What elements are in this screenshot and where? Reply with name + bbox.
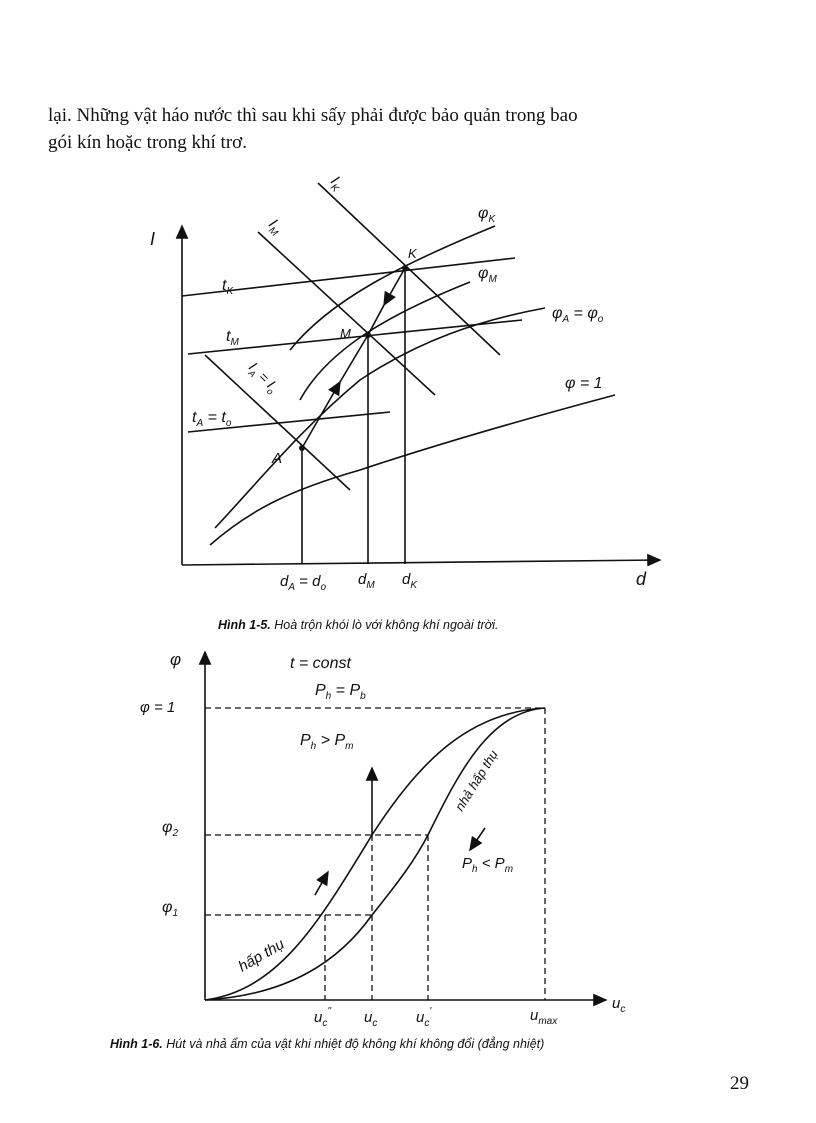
label-phiM: φM: [478, 265, 497, 285]
point-A: [299, 445, 305, 451]
label-dM: dM: [358, 571, 375, 591]
absorb-arrow: [314, 870, 329, 896]
label-Ph-gt-Pm: Ph > Pm: [300, 732, 353, 752]
figure-1-5-diagram: I d tK tM tA = to IK IM IA = Io φK φM φA…: [150, 173, 662, 593]
label-phi2: φ2: [162, 819, 178, 839]
label-umax: umax: [530, 1007, 558, 1027]
label-tK: tK: [222, 277, 234, 297]
label-IM: IM: [263, 216, 286, 239]
figure-1-6-caption: Hình 1-6. Hút và nhả ẩm của vật khi nhiệ…: [110, 1037, 544, 1051]
label-Ph-lt-Pm: Ph < Pm: [462, 855, 513, 875]
label-tM: tM: [226, 328, 239, 348]
label-release: nhả hấp thụ: [452, 747, 501, 813]
caption-text: Hút và nhả ẩm của vật khi nhiệt độ không…: [162, 1037, 545, 1051]
label-phi1: φ = 1: [565, 375, 603, 392]
caption-label: Hình 1-5.: [218, 618, 271, 632]
enthalpy-IA: [204, 354, 351, 491]
body-line: gói kín hoặc trong khí trơ.: [48, 132, 247, 153]
y-axis-label: φ: [170, 650, 181, 669]
point-M: [365, 332, 371, 338]
label-uc1: uc': [416, 1006, 432, 1029]
mixing-line: [367, 304, 385, 336]
label-absorb: hấp thụ: [236, 935, 288, 975]
mixing-arrow-A: [301, 380, 341, 449]
body-line: lại. Những vật háo nước thì sau khi sấy …: [48, 105, 578, 126]
label-phiK: φK: [478, 205, 496, 225]
isotherm-tA: [187, 411, 391, 433]
body-paragraph: lại. Những vật háo nước thì sau khi sấy …: [48, 102, 748, 156]
label-phiA: φA = φo: [552, 305, 604, 325]
figure-1-6-diagram: φ uc t = const Ph = Pb Ph > Pm Ph < Pm φ…: [140, 650, 625, 1029]
curve-phiK: [289, 225, 496, 351]
x-axis-label: d: [636, 569, 647, 589]
label-phi-equals-1: φ = 1: [140, 699, 175, 716]
label-Ph-eq-Pb: Ph = Pb: [315, 682, 366, 702]
x-axis-label: uc: [612, 995, 625, 1015]
figure-1-5-caption: Hình 1-5. Hoà trộn khói lò với không khí…: [218, 618, 499, 632]
label-point-K: K: [408, 246, 418, 261]
curve-phiM: [299, 281, 471, 401]
isotherm-tK: [181, 257, 516, 297]
label-dK: dK: [402, 571, 418, 591]
isotherm-tM: [187, 319, 523, 355]
x-axis: [181, 553, 662, 567]
y-axis-label: I: [150, 229, 155, 249]
label-phi1: φ1: [162, 899, 178, 919]
curve-phiA: [214, 307, 546, 529]
label-point-A: A: [271, 450, 282, 467]
point-K: [402, 265, 408, 271]
label-point-M: M: [340, 326, 351, 341]
label-tA: tA = to: [192, 409, 232, 429]
label-dA: dA = do: [280, 573, 326, 593]
label-IA: IA = Io: [244, 359, 282, 397]
caption-label: Hình 1-6.: [110, 1037, 163, 1051]
mixing-arrow-K: [383, 267, 406, 307]
curve-phi1: [209, 394, 616, 546]
mixing-line: [339, 334, 369, 383]
curve-desorption: [204, 707, 546, 1001]
page-number: 29: [730, 1073, 749, 1094]
release-arrow: [469, 827, 486, 852]
caption-text: Hoà trộn khói lò với không khí ngoài trờ…: [270, 618, 499, 632]
label-t-const: t = const: [290, 655, 351, 672]
label-uc2: uc'': [314, 1006, 332, 1029]
label-uc: uc: [364, 1009, 377, 1029]
